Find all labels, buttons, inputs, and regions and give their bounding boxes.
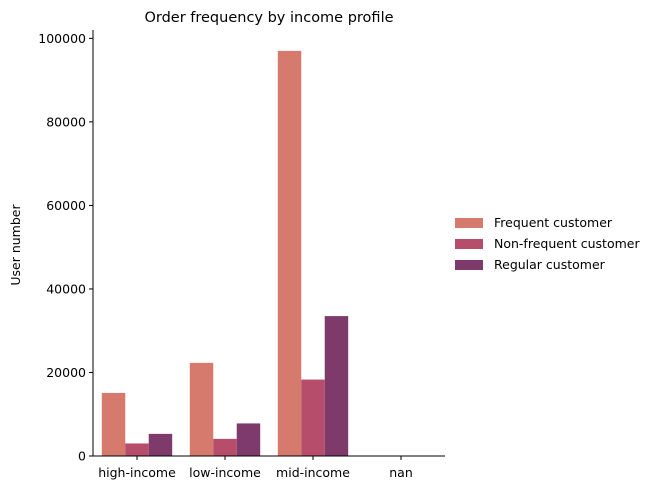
legend-swatch <box>455 217 483 228</box>
bar <box>148 433 173 456</box>
x-tick-label: nan <box>389 465 413 480</box>
legend-label: Non-frequent customer <box>494 236 640 251</box>
bar <box>324 316 349 456</box>
legend: Frequent customer Non-frequent customer Re… <box>455 212 640 275</box>
y-tick-label: 40000 <box>46 281 86 296</box>
x-tick-label: mid-income <box>276 465 350 480</box>
bar <box>236 423 261 456</box>
legend-label: Frequent customer <box>494 215 613 230</box>
y-tick-label: 100000 <box>38 31 86 46</box>
x-tick-label: high-income <box>98 465 176 480</box>
legend-swatch <box>455 259 483 270</box>
y-tick-label: 80000 <box>46 114 86 129</box>
bar <box>213 438 237 456</box>
bar <box>125 443 149 456</box>
y-tick-label: 60000 <box>46 198 86 213</box>
bar <box>189 362 214 456</box>
legend-item: Non-frequent customer <box>455 233 640 254</box>
chart-title: Order frequency by income profile <box>144 10 393 26</box>
bar <box>277 50 302 456</box>
x-tick-label: low-income <box>189 465 261 480</box>
legend-swatch <box>455 238 483 249</box>
bars-group <box>101 50 349 456</box>
y-axis: 0 20000 40000 60000 80000 100000 <box>38 31 93 464</box>
y-tick-label: 0 <box>78 449 86 464</box>
legend-item: Regular customer <box>455 254 640 275</box>
legend-label: Regular customer <box>494 257 605 272</box>
y-axis-label: User number <box>8 204 23 286</box>
bar <box>301 379 325 456</box>
y-tick-label: 20000 <box>46 365 86 380</box>
bar <box>101 392 126 456</box>
x-axis: high-income low-income mid-income nan <box>98 456 413 480</box>
legend-item: Frequent customer <box>455 212 640 233</box>
